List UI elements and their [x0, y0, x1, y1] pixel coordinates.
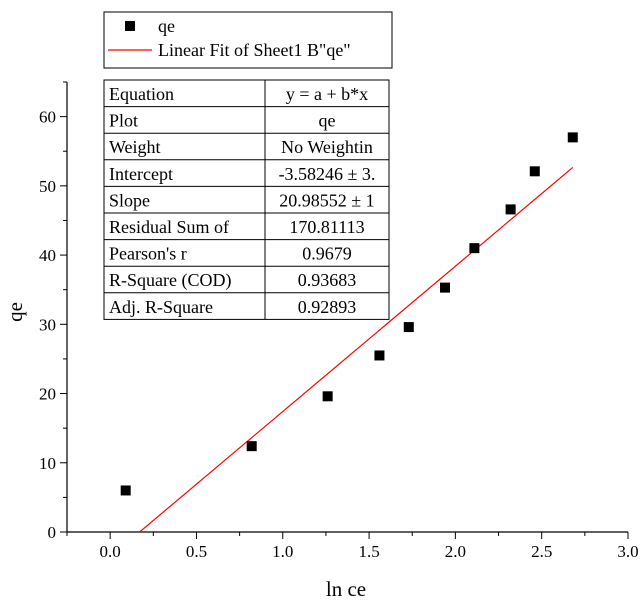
legend-label-qe: qe	[158, 16, 175, 36]
data-point	[440, 282, 451, 293]
legend: qe Linear Fit of Sheet1 B"qe"	[103, 11, 393, 69]
data-point	[120, 485, 131, 496]
fit-table-value: 0.9679	[302, 244, 352, 264]
legend-label-fit: Linear Fit of Sheet1 B"qe"	[158, 40, 351, 60]
x-axis-title: ln ce	[326, 577, 366, 601]
fit-table-value: 170.81113	[289, 217, 364, 237]
y-tick-label: 40	[39, 246, 56, 265]
points-layer	[120, 132, 578, 496]
data-point	[403, 322, 414, 333]
x-axis-ticks: 0.0 0.5 1.0 1.5 2.0 2.5 3.0	[66, 532, 639, 561]
data-point	[469, 243, 480, 254]
fit-table-label: R-Square (COD)	[109, 270, 231, 291]
y-axis-ticks: 0 10 20 30 40 50 60	[39, 81, 67, 542]
fit-table-value: qe	[319, 111, 336, 131]
y-tick-label: 50	[39, 177, 56, 196]
legend-box	[103, 11, 393, 69]
fit-table-value: 20.98552 ± 1	[279, 190, 374, 210]
y-tick-label: 30	[39, 315, 56, 334]
y-tick-label: 10	[39, 454, 56, 473]
fit-table-value: 0.92893	[298, 297, 357, 317]
y-tick-label: 0	[48, 523, 57, 542]
fit-table: Equation y = a + b*x Plot qe Weight No Weight…	[103, 79, 390, 320]
fit-table-frame	[103, 79, 390, 320]
fit-table-value: -3.58246 ± 3.	[279, 164, 376, 184]
x-tick-label: 3.0	[617, 542, 638, 561]
y-tick-label: 20	[39, 385, 56, 404]
x-tick-label: 2.0	[445, 542, 466, 561]
x-tick-label: 1.5	[358, 542, 379, 561]
x-tick-label: 1.0	[272, 542, 293, 561]
fit-table-label: Slope	[109, 190, 150, 210]
fit-table-label: Adj. R-Square	[109, 297, 213, 317]
fit-table-value: y = a + b*x	[286, 84, 368, 104]
data-point	[322, 391, 333, 402]
data-point	[505, 204, 516, 215]
axes	[66, 82, 628, 533]
data-point	[529, 166, 540, 177]
fit-table-label: Plot	[109, 111, 138, 131]
x-tick-label: 0.5	[186, 542, 207, 561]
legend-marker-square	[125, 21, 135, 31]
fit-table-label: Equation	[109, 84, 174, 104]
fit-table-label: Pearson's r	[109, 244, 187, 264]
fit-table-value: No Weightin	[281, 137, 373, 157]
x-tick-label: 2.5	[531, 542, 552, 561]
y-axis-title: qe	[3, 302, 27, 322]
data-point	[374, 350, 385, 361]
fit-table-label: Intercept	[109, 164, 173, 184]
fit-table-label: Residual Sum of	[109, 217, 229, 237]
linear-fit-line	[139, 166, 574, 533]
data-point	[246, 441, 257, 452]
x-tick-label: 0.0	[100, 542, 121, 561]
fit-line-layer	[139, 166, 574, 533]
fit-table-value: 0.93683	[298, 270, 357, 290]
data-point	[567, 132, 578, 143]
y-tick-label: 60	[39, 108, 56, 127]
fit-table-label: Weight	[109, 137, 161, 157]
